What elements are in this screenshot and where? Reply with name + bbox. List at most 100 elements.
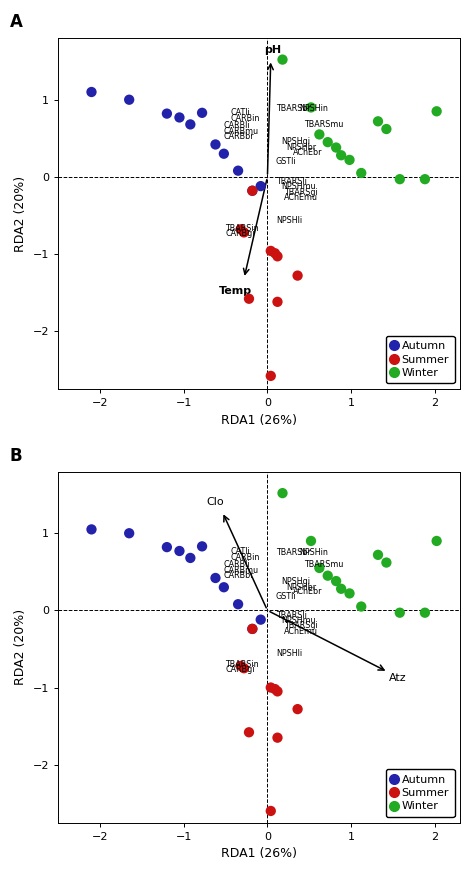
Text: CARBmu: CARBmu <box>223 127 258 135</box>
Text: CATli: CATli <box>230 108 250 116</box>
Point <box>176 110 183 124</box>
Point <box>374 548 382 562</box>
Point <box>126 526 133 540</box>
Point <box>383 122 390 136</box>
Point <box>357 166 365 180</box>
Point <box>357 600 365 614</box>
Text: NPSHbr: NPSHbr <box>286 143 316 152</box>
Text: TBARSmu: TBARSmu <box>304 120 344 128</box>
Point <box>316 561 323 575</box>
Point <box>187 117 194 131</box>
Text: Atz: Atz <box>389 673 406 683</box>
Text: NPSHmu: NPSHmu <box>281 183 316 191</box>
Text: NPSHin: NPSHin <box>299 548 328 557</box>
Point <box>396 606 403 620</box>
Point <box>234 597 242 611</box>
Point <box>248 622 256 636</box>
Text: CARBli: CARBli <box>223 560 250 569</box>
Point <box>396 172 403 186</box>
Text: CARBin: CARBin <box>230 553 260 563</box>
Text: TBARSgi: TBARSgi <box>284 188 318 197</box>
Point <box>374 114 382 128</box>
Point <box>240 662 248 676</box>
Point <box>433 104 440 118</box>
Point <box>421 606 428 620</box>
Point <box>307 534 315 548</box>
Text: GSTli: GSTli <box>276 592 296 601</box>
Point <box>324 569 331 583</box>
Text: NPSHin: NPSHin <box>299 105 328 114</box>
Point <box>267 804 274 818</box>
Point <box>383 556 390 570</box>
Point <box>212 137 219 151</box>
Point <box>273 731 281 745</box>
Text: CARBmu: CARBmu <box>223 565 258 575</box>
Y-axis label: RDA2 (20%): RDA2 (20%) <box>14 609 27 685</box>
Y-axis label: RDA2 (20%): RDA2 (20%) <box>14 176 27 252</box>
Text: GSTli: GSTli <box>276 157 296 166</box>
Text: TBARSbr: TBARSbr <box>276 548 310 557</box>
Point <box>273 295 281 309</box>
Text: TBARSli: TBARSli <box>276 177 307 186</box>
Point <box>267 369 274 383</box>
Text: NPSHbr: NPSHbr <box>286 583 316 592</box>
Point <box>271 246 279 260</box>
Point <box>212 571 219 585</box>
Text: NPSHgi: NPSHgi <box>281 577 310 586</box>
Text: NPSHgi: NPSHgi <box>281 137 310 146</box>
Point <box>267 244 274 258</box>
Text: Clo: Clo <box>207 497 224 508</box>
Point <box>324 135 331 149</box>
Point <box>337 582 345 596</box>
Point <box>245 292 253 306</box>
Text: AChEbr: AChEbr <box>292 587 322 596</box>
Point <box>248 184 256 198</box>
Legend: Autumn, Summer, Winter: Autumn, Summer, Winter <box>386 769 455 817</box>
Point <box>220 147 228 161</box>
Text: CARBgi: CARBgi <box>226 665 255 674</box>
Point <box>198 539 206 553</box>
Point <box>163 540 171 554</box>
Point <box>187 551 194 565</box>
X-axis label: RDA1 (26%): RDA1 (26%) <box>221 847 297 860</box>
Text: CARBgi: CARBgi <box>226 230 255 239</box>
Point <box>273 684 281 698</box>
Text: AChEbr: AChEbr <box>292 149 322 157</box>
Point <box>316 128 323 142</box>
Text: CATli: CATli <box>230 547 250 556</box>
Point <box>294 268 301 282</box>
Text: NPSHli: NPSHli <box>276 649 302 658</box>
Point <box>267 681 274 695</box>
Text: TBARSgi: TBARSgi <box>284 621 318 630</box>
Text: NPSHli: NPSHli <box>276 216 302 225</box>
Point <box>294 702 301 716</box>
Point <box>245 725 253 739</box>
Point <box>279 486 286 500</box>
Text: TBARSmu: TBARSmu <box>304 559 344 569</box>
Point <box>307 101 315 114</box>
Point <box>234 163 242 177</box>
Point <box>346 153 353 167</box>
Legend: Autumn, Summer, Winter: Autumn, Summer, Winter <box>386 336 455 384</box>
Text: CARBli: CARBli <box>223 121 250 130</box>
Point <box>271 682 279 696</box>
Text: AChEmu: AChEmu <box>284 193 318 202</box>
Text: TBARSbr: TBARSbr <box>276 105 310 114</box>
Text: TBARSin: TBARSin <box>226 660 259 669</box>
Point <box>279 52 286 66</box>
Text: TBARSli: TBARSli <box>276 611 307 620</box>
Point <box>198 106 206 120</box>
Text: NPSHmu: NPSHmu <box>281 616 316 625</box>
Text: CARBbr: CARBbr <box>223 572 254 580</box>
Point <box>248 184 256 198</box>
Point <box>240 225 248 239</box>
X-axis label: RDA1 (26%): RDA1 (26%) <box>221 413 297 427</box>
Point <box>337 149 345 163</box>
Point <box>433 534 440 548</box>
Text: TBARSin: TBARSin <box>226 224 259 233</box>
Text: CARBbr: CARBbr <box>223 132 254 142</box>
Point <box>257 179 264 193</box>
Text: A: A <box>9 13 23 31</box>
Point <box>257 613 264 627</box>
Text: B: B <box>9 447 22 464</box>
